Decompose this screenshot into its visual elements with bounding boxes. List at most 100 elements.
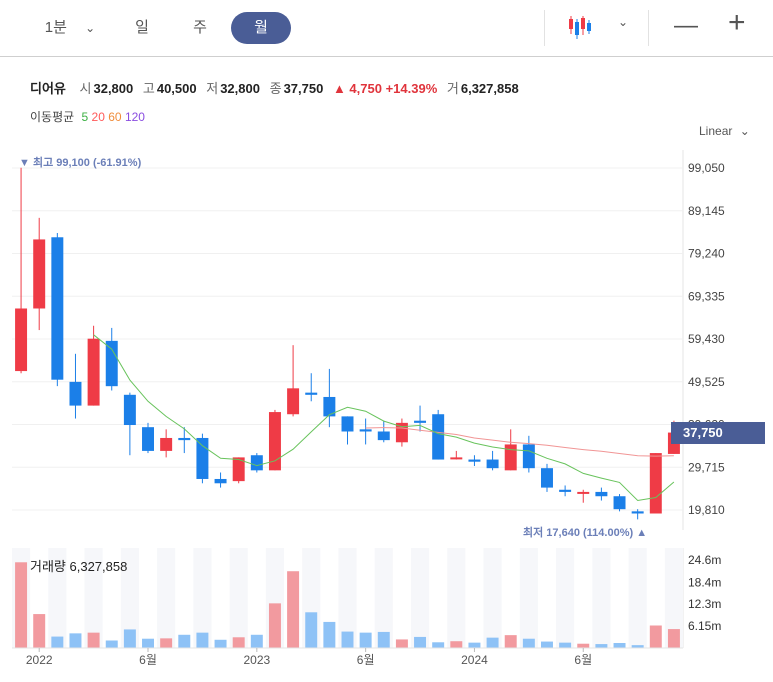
- volume-bar: [667, 629, 680, 648]
- volume-bar: [51, 636, 64, 648]
- candle-body: [250, 455, 263, 471]
- volume-bar: [160, 638, 173, 648]
- volume-bar: [196, 632, 209, 648]
- candlestick-icon: [569, 16, 591, 39]
- ma-period-60: 60: [108, 110, 122, 124]
- ma5-line: [93, 334, 675, 502]
- volume-chart[interactable]: 24.6m 18.4m 12.3m 6.15m 2022 6월 2023 6월 2024 6월: [0, 548, 773, 680]
- candle-body: [468, 459, 481, 462]
- volume-background-band: [84, 548, 103, 648]
- volume-background-band: [447, 548, 466, 648]
- open-value: 32,800: [93, 81, 134, 96]
- candle-body: [432, 414, 445, 460]
- minus-icon: —: [674, 12, 698, 39]
- interval-dropdown[interactable]: 1분 ⌄: [34, 12, 106, 44]
- volume-bar: [450, 641, 463, 648]
- volume-bar: [33, 614, 46, 648]
- candle-body: [631, 511, 644, 514]
- candle-body: [450, 457, 463, 460]
- chevron-down-icon: ⌄: [618, 15, 629, 29]
- low-label: 저: [206, 81, 219, 96]
- volume-bar: [541, 641, 553, 648]
- volume-label: 거: [446, 81, 459, 96]
- chevron-down-icon: ⌄: [85, 21, 96, 35]
- add-button[interactable]: +: [720, 6, 760, 42]
- candle-body: [522, 444, 535, 469]
- toolbar-divider: [648, 10, 649, 46]
- volume-bar: [305, 612, 318, 648]
- candle-body: [649, 453, 662, 514]
- quote-info: 디어유 시 32,800 고 40,500 저 32,800 종 37,750 ▲ 4,…: [30, 78, 525, 97]
- volume-value: 6,327,858: [460, 81, 519, 96]
- volume-bar: [105, 640, 118, 648]
- candle-body: [305, 392, 318, 395]
- candle-body: [196, 437, 209, 479]
- volume-tick-label: 6.15m: [688, 619, 721, 633]
- volume-bar: [287, 571, 300, 648]
- candle-body: [414, 420, 427, 423]
- volume-bar: [69, 633, 82, 648]
- plus-icon: +: [728, 6, 746, 39]
- high-label: 고: [142, 81, 155, 96]
- volume-title: 거래량 6,327,858: [30, 559, 128, 574]
- volume-bar: [87, 632, 100, 648]
- candle-body: [105, 340, 118, 387]
- candlestick-chart-type-button[interactable]: ⌄: [560, 12, 640, 44]
- low-marker-label: 최저 17,640 (114.00%) ▲: [523, 527, 648, 539]
- moving-average-legend[interactable]: 이동평균 5 20 60 120: [30, 108, 145, 125]
- volume-background-band: [664, 548, 683, 648]
- volume-bar: [214, 639, 227, 648]
- candle-body: [613, 496, 626, 510]
- volume-bar: [522, 638, 535, 648]
- candle-body: [395, 422, 408, 443]
- volume-bar: [377, 631, 390, 648]
- candle-body: [51, 237, 64, 380]
- tab-daily[interactable]: 일: [135, 19, 149, 36]
- candle-body: [323, 396, 336, 417]
- volume-bar: [142, 638, 154, 648]
- tab-monthly[interactable]: 월: [231, 12, 291, 44]
- volume-bar: [250, 634, 263, 648]
- x-tick-label: 6월: [139, 653, 157, 667]
- volume-bar: [631, 645, 644, 648]
- price-tick-label: 49,525: [688, 375, 725, 389]
- x-tick-label: 2022: [26, 653, 53, 667]
- high-value: 40,500: [156, 81, 197, 96]
- candle-body: [287, 388, 300, 415]
- price-chart[interactable]: 99,05089,14579,24069,33559,43049,52539,6…: [0, 150, 773, 530]
- volume-background-band: [193, 548, 212, 648]
- volume-bar: [178, 634, 191, 648]
- volume-background-band: [48, 548, 67, 648]
- chart-toolbar: 1분 ⌄ 일 주 월 ⌄ — +: [0, 0, 773, 57]
- candle-body: [123, 394, 136, 426]
- open-label: 시: [79, 81, 92, 96]
- minimize-button[interactable]: —: [668, 10, 708, 44]
- volume-bar: [15, 562, 28, 648]
- current-price-tag: 37,750: [671, 422, 765, 444]
- x-tick-label: 6월: [357, 653, 375, 667]
- scale-dropdown[interactable]: Linear ⌄: [699, 124, 750, 138]
- price-tick-label: 79,240: [688, 247, 725, 261]
- toolbar-divider: [544, 10, 545, 46]
- tab-weekly[interactable]: 주: [193, 19, 207, 36]
- volume-bar: [395, 639, 408, 648]
- price-tick-label: 19,810: [688, 503, 725, 517]
- volume-background-band: [229, 548, 248, 648]
- volume-tick-label: 18.4m: [688, 575, 721, 589]
- candle-body: [214, 478, 227, 484]
- x-tick-label: 2024: [461, 653, 488, 667]
- candle-body: [341, 416, 354, 432]
- volume-tick-label: 24.6m: [688, 553, 721, 567]
- candle-body: [33, 239, 46, 309]
- volume-background-band: [374, 548, 393, 648]
- volume-background-band: [592, 548, 611, 648]
- x-tick-label: 2023: [243, 653, 270, 667]
- scale-label: Linear: [699, 124, 733, 138]
- candle-body: [268, 412, 281, 471]
- chevron-down-icon: ⌄: [739, 124, 750, 138]
- volume-tick-label: 12.3m: [688, 597, 721, 611]
- volume-bar: [486, 637, 499, 648]
- volume-bar: [414, 636, 427, 648]
- candle-body: [359, 429, 372, 432]
- volume-bar: [341, 631, 354, 648]
